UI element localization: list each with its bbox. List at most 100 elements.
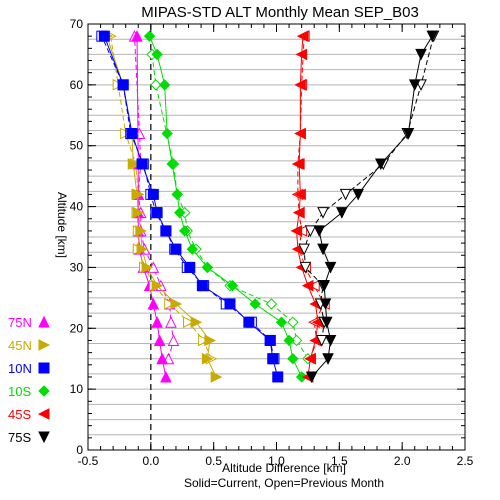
- y-tick-label: 20: [70, 321, 84, 335]
- data-point-10s-current: [201, 261, 214, 274]
- legend-label-10s: 10S: [8, 384, 31, 399]
- data-point-75s-current: [408, 79, 421, 91]
- data-point-10n-current: [117, 79, 129, 91]
- data-point-10s-current: [226, 279, 239, 292]
- data-point-75s-current: [319, 298, 332, 311]
- data-point-45n-previous: [164, 298, 176, 310]
- legend-label-75s: 75S: [8, 430, 31, 445]
- data-point-45s-current: [294, 188, 306, 201]
- data-point-75s-current: [336, 207, 348, 219]
- y-tick-label: 10: [70, 382, 84, 396]
- legend-marker-10n: [38, 362, 50, 374]
- y-axis: 0 10 20 30 40 50 60 70: [70, 17, 465, 457]
- y-axis-label: Altitude [km]: [55, 192, 69, 258]
- data-point-75s-current: [402, 128, 415, 140]
- data-point-10n-current: [136, 158, 148, 170]
- x-tick-label: 1.0: [268, 454, 285, 468]
- data-point-10n-current: [243, 316, 255, 328]
- data-point-10s-current: [161, 127, 173, 140]
- y-tick-label: 30: [70, 260, 84, 274]
- data-point-10s-current: [275, 316, 288, 328]
- data-point-10n-current: [267, 353, 279, 365]
- series-10n: [96, 30, 284, 383]
- x-axis: -0.5 0.0 0.5 1.0 1.5 2.0 2.5: [78, 24, 474, 468]
- data-point-75n-previous: [165, 316, 177, 328]
- data-point-75s-current: [318, 280, 331, 292]
- data-point-45n-current: [135, 225, 147, 237]
- x-tick-label: 0.0: [142, 454, 159, 468]
- series-line-10s-current: [149, 35, 303, 378]
- data-point-45n-current: [131, 188, 144, 201]
- data-point-10s-previous: [290, 334, 303, 347]
- data-point-75s-current: [374, 158, 387, 171]
- data-point-75s-current: [324, 261, 337, 274]
- legend-marker-45s: [37, 408, 50, 420]
- data-point-10n-current: [264, 334, 276, 346]
- data-point-10s-previous: [265, 298, 278, 310]
- data-point-75n-current: [160, 370, 172, 383]
- data-point-45s-current: [301, 279, 314, 292]
- data-point-75s-current: [320, 316, 333, 329]
- data-point-75s-current: [322, 353, 334, 365]
- data-point-10s-current: [249, 298, 261, 310]
- y-tick-label: 60: [70, 78, 84, 92]
- data-point-10n-current: [151, 207, 163, 219]
- data-point-45n-current: [210, 371, 223, 383]
- data-point-45s-current: [293, 158, 305, 170]
- legend-label-10n: 10N: [8, 361, 32, 376]
- data-point-45s-current: [296, 30, 309, 42]
- series-group: [96, 30, 440, 384]
- x-tick-label: -0.5: [78, 454, 99, 468]
- data-point-75s-previous: [298, 243, 310, 256]
- data-point-75s-current: [415, 48, 427, 61]
- data-point-10s-current: [186, 243, 199, 255]
- data-point-10s-current: [166, 158, 178, 170]
- data-point-75s-current: [352, 188, 364, 201]
- data-point-45n-current: [141, 261, 154, 274]
- data-point-75s-previous: [304, 225, 317, 238]
- data-point-45n-previous: [198, 334, 210, 347]
- x-tick-label: 2.0: [394, 454, 411, 468]
- data-point-45n-current: [190, 316, 203, 329]
- data-point-10n-current: [147, 188, 159, 200]
- data-point-45s-current: [295, 48, 308, 61]
- data-point-75s-previous: [317, 207, 329, 219]
- legend-label-45n: 45N: [8, 338, 32, 353]
- legend-marker-45n: [38, 339, 51, 351]
- data-point-10s-current: [283, 334, 295, 347]
- series-line-45s-current: [296, 36, 319, 378]
- data-point-45s-current: [290, 225, 303, 237]
- data-point-10s-previous: [287, 316, 299, 328]
- y-tick-label: 70: [70, 17, 84, 31]
- legend-marker-75n: [38, 315, 50, 328]
- legend-label-75n: 75N: [8, 315, 32, 330]
- data-point-45n-previous: [183, 316, 195, 329]
- data-point-45s-previous: [308, 279, 320, 292]
- y-tick-label: 40: [70, 200, 84, 214]
- data-point-10s-current: [171, 188, 183, 201]
- data-point-10n-current: [224, 298, 236, 310]
- data-point-75s-previous: [299, 261, 312, 274]
- data-point-10n-current: [126, 128, 138, 140]
- legend-label-45s: 45S: [8, 407, 31, 422]
- data-point-45n-current: [201, 352, 214, 365]
- chart-title: MIPAS-STD ALT Monthly Mean SEP_B03: [141, 4, 419, 21]
- y-tick-label: 0: [76, 443, 83, 457]
- data-point-45s-current: [294, 127, 306, 140]
- data-point-10s-current: [151, 48, 163, 61]
- data-point-75s-current: [426, 30, 439, 43]
- y-tick-label: 50: [70, 139, 84, 153]
- data-point-45n-current: [170, 298, 183, 310]
- data-point-10n-current: [170, 243, 182, 255]
- data-point-75n-current: [147, 297, 160, 310]
- data-point-10s-current: [158, 79, 171, 91]
- x-tick-label: 0.5: [205, 454, 222, 468]
- data-point-45s-current: [293, 206, 305, 219]
- data-point-45n-current: [204, 334, 217, 347]
- data-point-10s-current: [143, 30, 156, 42]
- legend: 75N 45N 10N 10S 45S 75S: [8, 315, 51, 445]
- legend-marker-75s: [38, 431, 50, 444]
- data-point-75s-previous: [339, 188, 352, 201]
- data-point-10s-current: [287, 353, 299, 365]
- x-tick-label: 2.5: [457, 454, 474, 468]
